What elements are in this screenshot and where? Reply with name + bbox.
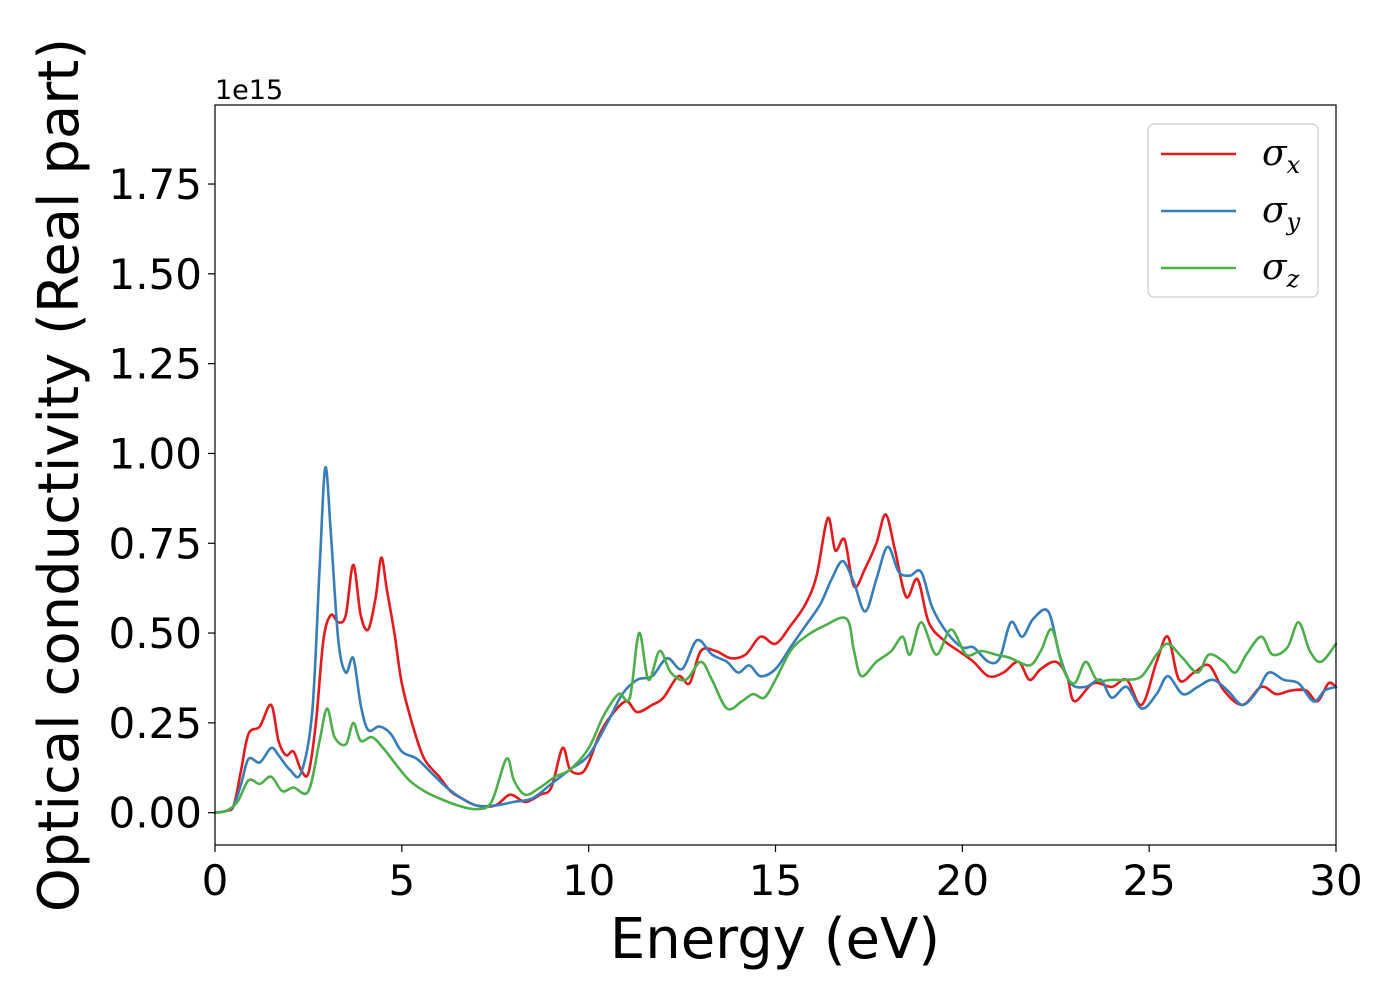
legend-label-z: σz <box>1262 247 1300 293</box>
y-tick-label: 1.75 <box>108 160 202 209</box>
y-tick-label: 0.50 <box>108 609 202 658</box>
legend-label-x: σx <box>1262 133 1301 179</box>
x-tick-label: 10 <box>562 856 615 905</box>
x-tick-label: 20 <box>936 856 989 905</box>
x-tick-label: 15 <box>749 856 802 905</box>
y-tick-label: 1.50 <box>108 250 202 299</box>
y-tick-label: 0.25 <box>108 699 202 748</box>
y-tick-label: 1.25 <box>108 340 202 389</box>
y-tick-label: 0.75 <box>108 519 202 568</box>
y-offset-label: 1e15 <box>215 75 283 106</box>
legend-label-y: σy <box>1262 190 1301 236</box>
series-line-y <box>213 466 1338 814</box>
legend: σx σy σz <box>1147 123 1319 298</box>
x-axis: 0 5 10 15 20 25 30 <box>202 845 1363 905</box>
x-tick-label: 5 <box>388 856 415 905</box>
y-tick-label: 0.00 <box>108 789 202 838</box>
x-tick-label: 25 <box>1122 856 1175 905</box>
y-axis: 0.00 0.25 0.50 0.75 1.00 1.25 1.50 1.75 <box>108 160 215 838</box>
series-layer <box>213 466 1338 814</box>
x-axis-title: Energy (eV) <box>610 907 940 972</box>
y-tick-label: 1.00 <box>108 429 202 478</box>
y-axis-title: Optical conductivity (Real part) <box>27 38 92 912</box>
x-tick-label: 30 <box>1309 856 1362 905</box>
x-tick-label: 0 <box>202 856 229 905</box>
series-line-x <box>213 513 1338 814</box>
series-line-z <box>213 616 1338 814</box>
